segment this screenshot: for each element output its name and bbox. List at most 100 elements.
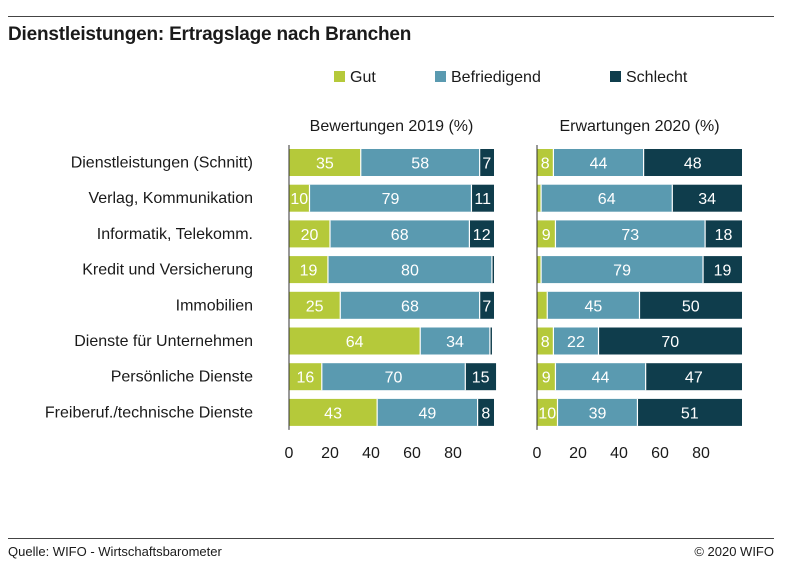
tick-label: 80 bbox=[444, 445, 462, 462]
bar-gut bbox=[537, 327, 554, 355]
bar-schlecht bbox=[489, 327, 492, 355]
panel-title: Bewertungen 2019 (%) bbox=[310, 118, 474, 135]
bar-gut bbox=[537, 363, 556, 391]
tick-label: 20 bbox=[569, 445, 587, 462]
data-label: 80 bbox=[401, 263, 419, 280]
data-label: 43 bbox=[324, 405, 342, 422]
bar-schlecht bbox=[672, 184, 742, 212]
bar-gut bbox=[537, 149, 554, 176]
data-label: 68 bbox=[401, 298, 419, 315]
data-label: 79 bbox=[382, 191, 400, 208]
bar-befriedigend bbox=[555, 363, 646, 391]
data-label: 22 bbox=[567, 334, 585, 351]
bar-schlecht bbox=[637, 398, 742, 426]
data-label: 15 bbox=[472, 370, 490, 387]
source-note: Quelle: WIFO - Wirtschaftsbarometer bbox=[8, 544, 222, 559]
data-label: 64 bbox=[598, 191, 616, 208]
bar-befriedigend bbox=[557, 398, 638, 426]
legend-label-gut: Gut bbox=[350, 69, 376, 86]
data-label: 9 bbox=[542, 227, 551, 244]
legend-label-befriedigend: Befriedigend bbox=[451, 69, 541, 86]
bar-befriedigend bbox=[360, 149, 480, 176]
category-label: Informatik, Telekomm. bbox=[97, 226, 253, 243]
bar-gut bbox=[289, 256, 328, 284]
data-label: 12 bbox=[473, 227, 491, 244]
bar-befriedigend bbox=[340, 291, 480, 319]
bar-befriedigend bbox=[327, 256, 492, 284]
data-label: 10 bbox=[538, 405, 556, 422]
data-label: 39 bbox=[589, 405, 607, 422]
bar-schlecht bbox=[471, 184, 494, 212]
top-rule bbox=[8, 16, 774, 17]
data-label: 68 bbox=[391, 227, 409, 244]
tick-label: 40 bbox=[362, 445, 380, 462]
tick-label: 80 bbox=[692, 445, 710, 462]
chart-title: Dienstleistungen: Ertragslage nach Branc… bbox=[8, 24, 412, 45]
data-label: 10 bbox=[290, 191, 308, 208]
data-label: 70 bbox=[385, 370, 403, 387]
legend-label-schlecht: Schlecht bbox=[626, 69, 688, 86]
bar-befriedigend bbox=[321, 363, 466, 391]
bar-befriedigend bbox=[555, 220, 706, 248]
bar-schlecht bbox=[705, 220, 742, 248]
bar-befriedigend bbox=[330, 220, 470, 248]
tick-label: 40 bbox=[610, 445, 628, 462]
bar-schlecht bbox=[598, 327, 742, 355]
data-label: 7 bbox=[482, 156, 491, 173]
bar-gut bbox=[289, 291, 341, 319]
data-label: 73 bbox=[621, 227, 639, 244]
bar-gut bbox=[537, 184, 542, 212]
bar-befriedigend bbox=[553, 327, 599, 355]
bar-schlecht bbox=[639, 291, 742, 319]
bar-befriedigend bbox=[420, 327, 490, 355]
data-label: 35 bbox=[316, 156, 334, 173]
data-label: 44 bbox=[592, 370, 610, 387]
bar-schlecht bbox=[479, 149, 494, 176]
bar-gut bbox=[289, 363, 322, 391]
bar-schlecht bbox=[479, 291, 494, 319]
category-label: Immobilien bbox=[176, 297, 253, 314]
data-label: 8 bbox=[541, 156, 550, 173]
bar-gut bbox=[289, 184, 310, 212]
bar-gut bbox=[289, 149, 361, 176]
category-label: Verlag, Kommunikation bbox=[88, 190, 253, 207]
bar-befriedigend bbox=[541, 256, 704, 284]
data-label: 70 bbox=[661, 334, 679, 351]
bar-gut bbox=[289, 398, 378, 426]
bar-schlecht bbox=[643, 149, 742, 176]
bar-schlecht bbox=[645, 363, 742, 391]
bar-befriedigend bbox=[547, 291, 640, 319]
bar-schlecht bbox=[465, 363, 497, 391]
bar-schlecht bbox=[469, 220, 494, 248]
bar-befriedigend bbox=[541, 184, 673, 212]
tick-label: 60 bbox=[403, 445, 421, 462]
category-label: Dienste für Unternehmen bbox=[74, 333, 253, 350]
data-label: 34 bbox=[446, 334, 464, 351]
data-label: 16 bbox=[297, 370, 315, 387]
data-label: 58 bbox=[411, 156, 429, 173]
data-label: 11 bbox=[474, 191, 491, 208]
tick-label: 60 bbox=[651, 445, 669, 462]
bar-schlecht bbox=[477, 398, 494, 426]
bar-gut bbox=[537, 220, 556, 248]
category-label: Dienstleistungen (Schnitt) bbox=[71, 155, 253, 172]
bar-befriedigend bbox=[309, 184, 472, 212]
bar-befriedigend bbox=[553, 149, 644, 176]
data-label: 8 bbox=[481, 405, 490, 422]
bar-gut bbox=[537, 256, 542, 284]
data-label: 79 bbox=[613, 263, 631, 280]
category-label: Freiberuf./technische Dienste bbox=[45, 404, 253, 421]
legend-swatch-befriedigend bbox=[435, 71, 446, 82]
data-label: 64 bbox=[346, 334, 364, 351]
data-label: 45 bbox=[584, 298, 602, 315]
data-label: 19 bbox=[714, 263, 732, 280]
data-label: 18 bbox=[715, 227, 733, 244]
legend-swatch-schlecht bbox=[610, 71, 621, 82]
data-label: 48 bbox=[684, 156, 702, 173]
bar-schlecht bbox=[491, 256, 494, 284]
bar-schlecht bbox=[703, 256, 742, 284]
data-label: 49 bbox=[418, 405, 436, 422]
data-label: 25 bbox=[306, 298, 324, 315]
panel-title: Erwartungen 2020 (%) bbox=[559, 118, 719, 135]
